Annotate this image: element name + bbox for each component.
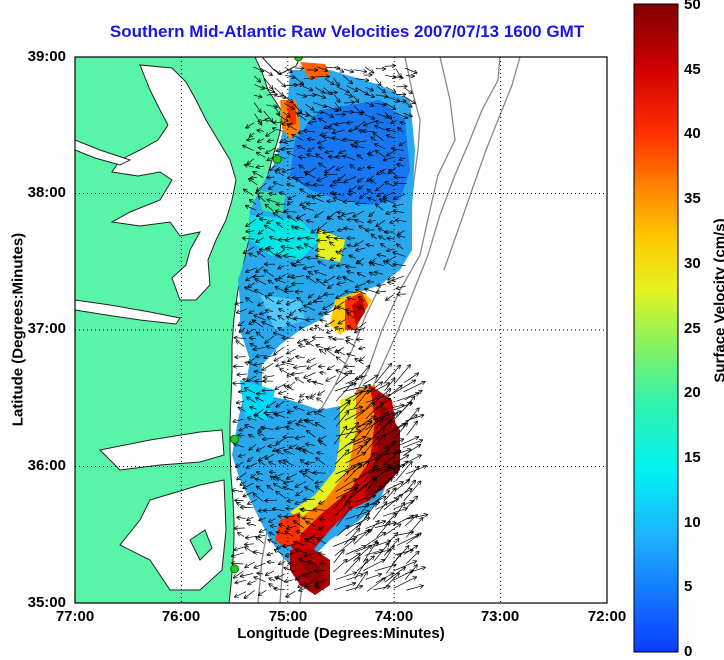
y-tick-label: 37:00 bbox=[14, 320, 66, 337]
x-tick-label: 74:00 bbox=[364, 608, 424, 625]
velocity-vector bbox=[241, 507, 253, 508]
colorbar-tick: 5 bbox=[684, 578, 692, 595]
velocity-vector bbox=[344, 201, 355, 202]
velocity-vector bbox=[268, 562, 275, 563]
velocity-vector bbox=[303, 499, 315, 500]
colorbar bbox=[634, 4, 678, 652]
velocity-vector bbox=[267, 177, 275, 178]
velocity-vector bbox=[314, 185, 324, 186]
colorbar-tick: 20 bbox=[684, 384, 701, 401]
y-tick-label: 36:00 bbox=[14, 457, 66, 474]
x-tick-label: 76:00 bbox=[151, 608, 211, 625]
x-tick-label: 72:00 bbox=[577, 608, 637, 625]
radar-station-marker bbox=[231, 565, 239, 573]
velocity-vector bbox=[367, 282, 374, 283]
x-axis-label: Longitude (Degrees:Minutes) bbox=[75, 625, 607, 642]
colorbar-tick: 50 bbox=[684, 0, 701, 13]
y-tick-label: 39:00 bbox=[14, 48, 66, 65]
y-tick-label: 35:00 bbox=[14, 594, 66, 611]
colorbar-tick: 35 bbox=[684, 190, 701, 207]
colorbar-tick: 40 bbox=[684, 125, 701, 142]
colorbar-tick: 0 bbox=[684, 643, 692, 660]
velocity-vector bbox=[300, 471, 307, 472]
x-tick-label: 73:00 bbox=[470, 608, 530, 625]
colorbar-tick: 30 bbox=[684, 255, 701, 272]
colorbar-tick: 25 bbox=[684, 320, 701, 337]
velocity-vector bbox=[343, 112, 353, 113]
colorbar-tick: 10 bbox=[684, 514, 701, 531]
colorbar-tick: 45 bbox=[684, 61, 701, 78]
radar-station-marker bbox=[231, 435, 239, 443]
colorbar-label: Surface Velocity (cm/s) bbox=[712, 201, 724, 401]
velocity-vector bbox=[313, 337, 325, 338]
velocity-vector bbox=[315, 571, 325, 572]
y-tick-label: 38:00 bbox=[14, 184, 66, 201]
radar-station-marker bbox=[273, 155, 281, 163]
x-tick-label: 75:00 bbox=[258, 608, 318, 625]
colorbar-tick: 15 bbox=[684, 449, 701, 466]
